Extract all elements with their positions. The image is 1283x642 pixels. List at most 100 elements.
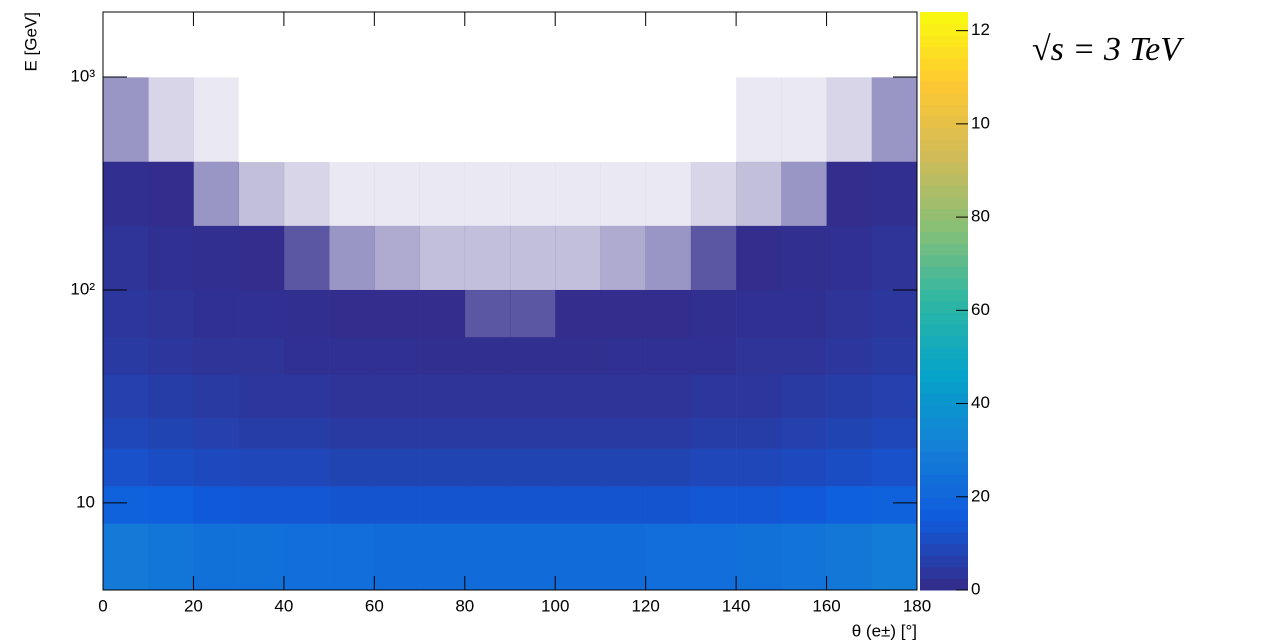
heatmap-cell [238, 289, 285, 338]
colorbar-step [920, 220, 968, 233]
heatmap-cell [283, 486, 330, 524]
heatmap-cell [193, 523, 239, 591]
heatmap-cell [464, 448, 511, 487]
heatmap-cell [736, 289, 782, 338]
heatmap-cell [374, 374, 420, 419]
heatmap-cell [826, 161, 873, 227]
heatmap-cell [283, 374, 330, 419]
heatmap-cell [148, 337, 194, 376]
heatmap-cell [283, 448, 330, 487]
heatmap-cell [826, 225, 873, 291]
heatmap-cell [238, 448, 285, 487]
heatmap-cell [690, 77, 737, 163]
heatmap-cell [103, 161, 149, 227]
heatmap-cell [781, 486, 827, 524]
heatmap-cell [238, 225, 285, 291]
heatmap-cell [871, 12, 918, 78]
heatmap-cell [555, 486, 601, 524]
heatmap-cell [690, 161, 737, 227]
heatmap-cell [419, 337, 466, 376]
colorbar-step [920, 127, 968, 140]
colorbar-step [920, 474, 968, 487]
colorbar-step [920, 266, 968, 279]
heatmap-cell [555, 337, 601, 376]
heatmap-cell [600, 418, 646, 449]
heatmap-cell [600, 225, 646, 291]
heatmap-cell [374, 225, 420, 291]
heatmap-cell [193, 448, 239, 487]
colorbar-step [920, 497, 968, 510]
heatmap-cell [283, 418, 330, 449]
heatmap-cell [419, 418, 466, 449]
heatmap-cell [690, 289, 737, 338]
heatmap-cell [555, 289, 601, 338]
colorbar-step [920, 46, 968, 59]
heatmap-cell [148, 77, 194, 163]
heatmap-cell [826, 523, 873, 591]
heatmap-cell [690, 337, 737, 376]
heatmap-cell [329, 418, 375, 449]
colorbar-step [920, 301, 968, 314]
colorbar-step [920, 231, 968, 244]
colorbar-step [920, 104, 968, 117]
colorbar-step [920, 428, 968, 441]
heatmap-cell [645, 161, 692, 227]
x-tick-label: 160 [812, 596, 840, 615]
heatmap-cell [148, 448, 194, 487]
heatmap-cell [374, 448, 420, 487]
heatmap-cell [329, 225, 375, 291]
heatmap-cell [374, 418, 420, 449]
heatmap-cell [510, 448, 556, 487]
heatmap-cell [736, 12, 782, 78]
heatmap-cell [148, 486, 194, 524]
heatmap-cell [329, 289, 375, 338]
heatmap-cell [781, 374, 827, 419]
colorbar-step [920, 208, 968, 221]
colorbar-step [920, 381, 968, 394]
heatmap-cell [148, 523, 194, 591]
colorbar-step [920, 196, 968, 210]
heatmap-cell [148, 418, 194, 449]
heatmap-cell [645, 12, 692, 78]
x-tick-label: 60 [365, 596, 384, 615]
z-tick-label: 80 [971, 207, 990, 226]
heatmap-cell [781, 418, 827, 449]
heatmap-cell [103, 523, 149, 591]
heatmap-cell [193, 289, 239, 338]
colorbar-step [920, 58, 968, 71]
heatmap-cell [826, 418, 873, 449]
colorbar-step [920, 532, 968, 545]
heatmap-cell [871, 523, 918, 591]
heatmap-cell [510, 374, 556, 419]
heatmap-cell [103, 374, 149, 419]
heatmap-cell [690, 225, 737, 291]
heatmap-cell [645, 225, 692, 291]
x-tick-label: 180 [903, 596, 931, 615]
x-tick-label: 140 [722, 596, 750, 615]
heatmap-cell [555, 523, 601, 591]
heatmap-cell [103, 289, 149, 338]
heatmap-cell [374, 12, 420, 78]
colorbar-step [920, 23, 968, 36]
heatmap-cell [826, 289, 873, 338]
heatmap-cell [510, 12, 556, 78]
heatmap-cell [781, 12, 827, 78]
heatmap-cell [555, 225, 601, 291]
heatmap-cell [374, 77, 420, 163]
heatmap-cell [464, 523, 511, 591]
heatmap-cell [329, 12, 375, 78]
heatmap-cell [329, 486, 375, 524]
heatmap-cell [148, 374, 194, 419]
colorbar-step [920, 92, 968, 105]
heatmap-cell [736, 523, 782, 591]
heatmap-cell [238, 418, 285, 449]
z-tick-label: 12 [971, 20, 990, 39]
heatmap-cell [329, 448, 375, 487]
heatmap-cell [736, 225, 782, 291]
colorbar-step [920, 81, 968, 94]
heatmap-cell [690, 523, 737, 591]
heatmap-cell [374, 289, 420, 338]
heatmap-cell [645, 418, 692, 449]
heatmap-cell [419, 289, 466, 338]
z-tick-label: 10 [971, 113, 990, 132]
